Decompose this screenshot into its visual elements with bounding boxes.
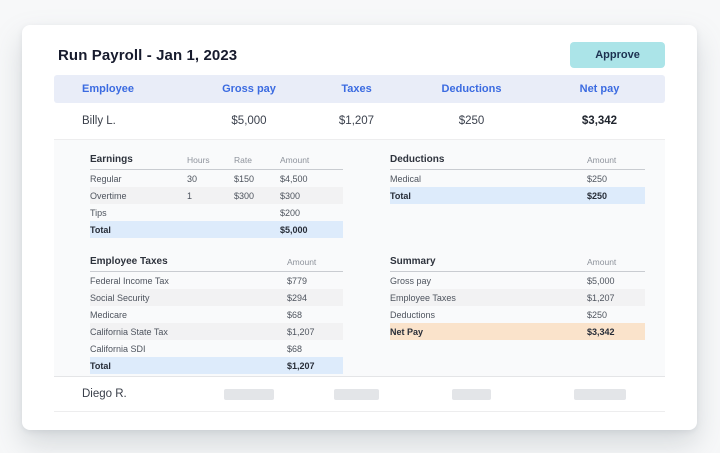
summary-title: Summary: [390, 256, 436, 267]
amount-col-header: Amount: [587, 154, 617, 165]
row-amount: $5,000: [587, 275, 615, 286]
total-label: Total: [90, 360, 111, 371]
amount-col-header: Amount: [280, 154, 310, 165]
row-rate: $300: [234, 190, 255, 201]
row-label: Overtime: [90, 190, 127, 201]
row-hours: 30: [187, 173, 198, 184]
col-header-net-pay: Net pay: [579, 83, 620, 95]
row-amount: $779: [287, 275, 308, 286]
placeholder-bar: [334, 388, 379, 400]
approve-button[interactable]: Approve: [570, 42, 665, 68]
col-header-deductions: Deductions: [441, 83, 502, 95]
summary-header: Summary Amount: [390, 252, 645, 272]
tax-row-ca-sdi: California SDI $68: [90, 340, 343, 357]
row-amount: $68: [287, 343, 303, 354]
employee-taxes-title: Employee Taxes: [90, 256, 168, 267]
net-pay-value: $3,342: [581, 115, 618, 127]
titlebar: Run Payroll - Jan 1, 2023 Approve: [54, 25, 665, 75]
earnings-row-overtime: Overtime 1 $300 $300: [90, 187, 343, 204]
row-label: Tips: [90, 207, 107, 218]
row-label: Medical: [390, 173, 422, 184]
row-amount: $250: [587, 173, 608, 184]
deductions-title: Deductions: [390, 154, 445, 165]
total-amount: $5,000: [280, 224, 308, 235]
row-amount: $68: [287, 309, 303, 320]
taxes-value: $1,207: [338, 115, 375, 127]
rate-col-header: Rate: [234, 154, 252, 165]
row-label: Social Security: [90, 292, 150, 303]
row-amount: $294: [287, 292, 308, 303]
tax-row-medicare: Medicare $68: [90, 306, 343, 323]
hours-col-header: Hours: [187, 154, 210, 165]
summary-row-deductions: Deductions $250: [390, 306, 645, 323]
row-amount: $300: [280, 190, 301, 201]
row-hours: 1: [187, 190, 193, 201]
total-label: Total: [90, 224, 111, 235]
gross-pay-value: $5,000: [231, 115, 267, 127]
row-label: Regular: [90, 173, 122, 184]
employee-detail-panel: Earnings Hours Rate Amount Regular 30 $1…: [54, 139, 665, 377]
earnings-header: Earnings Hours Rate Amount: [90, 150, 343, 170]
row-label: California State Tax: [90, 326, 168, 337]
row-label: Gross pay: [390, 275, 432, 286]
employee-taxes-table: Employee Taxes Amount Federal Income Tax…: [90, 252, 343, 374]
total-amount: $3,342: [587, 326, 615, 337]
row-label: Medicare: [90, 309, 128, 320]
summary-net-pay-row: Net Pay $3,342: [390, 323, 645, 340]
placeholder-bar: [452, 388, 491, 400]
row-label: Federal Income Tax: [90, 275, 169, 286]
row-label: California SDI: [90, 343, 146, 354]
row-rate: $150: [234, 173, 255, 184]
row-amount: $4,500: [280, 173, 308, 184]
run-payroll-card: Run Payroll - Jan 1, 2023 Approve Employ…: [22, 25, 697, 430]
earnings-row-tips: Tips $200: [90, 204, 343, 221]
earnings-table: Earnings Hours Rate Amount Regular 30 $1…: [90, 150, 343, 238]
tax-row-federal: Federal Income Tax $779: [90, 272, 343, 289]
employee-row-diego[interactable]: Diego R.: [54, 377, 665, 412]
row-amount: $250: [587, 309, 608, 320]
col-header-taxes: Taxes: [341, 83, 372, 95]
employee-taxes-header: Employee Taxes Amount: [90, 252, 343, 272]
summary-table: Summary Amount Gross pay $5,000 Employee…: [390, 252, 645, 340]
employee-row-billy[interactable]: Billy L. $5,000 $1,207 $250 $3,342: [54, 103, 665, 139]
row-amount: $1,207: [587, 292, 615, 303]
earnings-title: Earnings: [90, 154, 133, 165]
amount-col-header: Amount: [287, 256, 317, 267]
col-header-employee: Employee: [82, 83, 134, 95]
total-label: Total: [390, 190, 411, 201]
deductions-total-row: Total $250: [390, 187, 645, 204]
page-title: Run Payroll - Jan 1, 2023: [58, 46, 238, 64]
row-amount: $1,207: [287, 326, 315, 337]
deductions-header: Deductions Amount: [390, 150, 645, 170]
employee-name: Billy L.: [82, 115, 116, 127]
earnings-row-regular: Regular 30 $150 $4,500: [90, 170, 343, 187]
tax-row-ca-state: California State Tax $1,207: [90, 323, 343, 340]
placeholder-bar: [224, 388, 274, 400]
employee-taxes-total-row: Total $1,207: [90, 357, 343, 374]
employee-name: Diego R.: [82, 388, 127, 400]
tax-row-social-security: Social Security $294: [90, 289, 343, 306]
row-label: Employee Taxes: [390, 292, 456, 303]
total-label: Net Pay: [390, 326, 424, 337]
row-label: Deductions: [390, 309, 436, 320]
col-header-gross-pay: Gross pay: [222, 83, 276, 95]
payroll-table-header: Employee Gross pay Taxes Deductions Net …: [54, 75, 665, 103]
deductions-table: Deductions Amount Medical $250 Total $25…: [390, 150, 645, 204]
row-amount: $200: [280, 207, 301, 218]
total-amount: $1,207: [287, 360, 315, 371]
summary-row-gross-pay: Gross pay $5,000: [390, 272, 645, 289]
amount-col-header: Amount: [587, 256, 617, 267]
deductions-value: $250: [458, 115, 485, 127]
earnings-total-row: Total $5,000: [90, 221, 343, 238]
total-amount: $250: [587, 190, 608, 201]
deductions-row-medical: Medical $250: [390, 170, 645, 187]
summary-row-employee-taxes: Employee Taxes $1,207: [390, 289, 645, 306]
placeholder-bar: [573, 388, 626, 400]
